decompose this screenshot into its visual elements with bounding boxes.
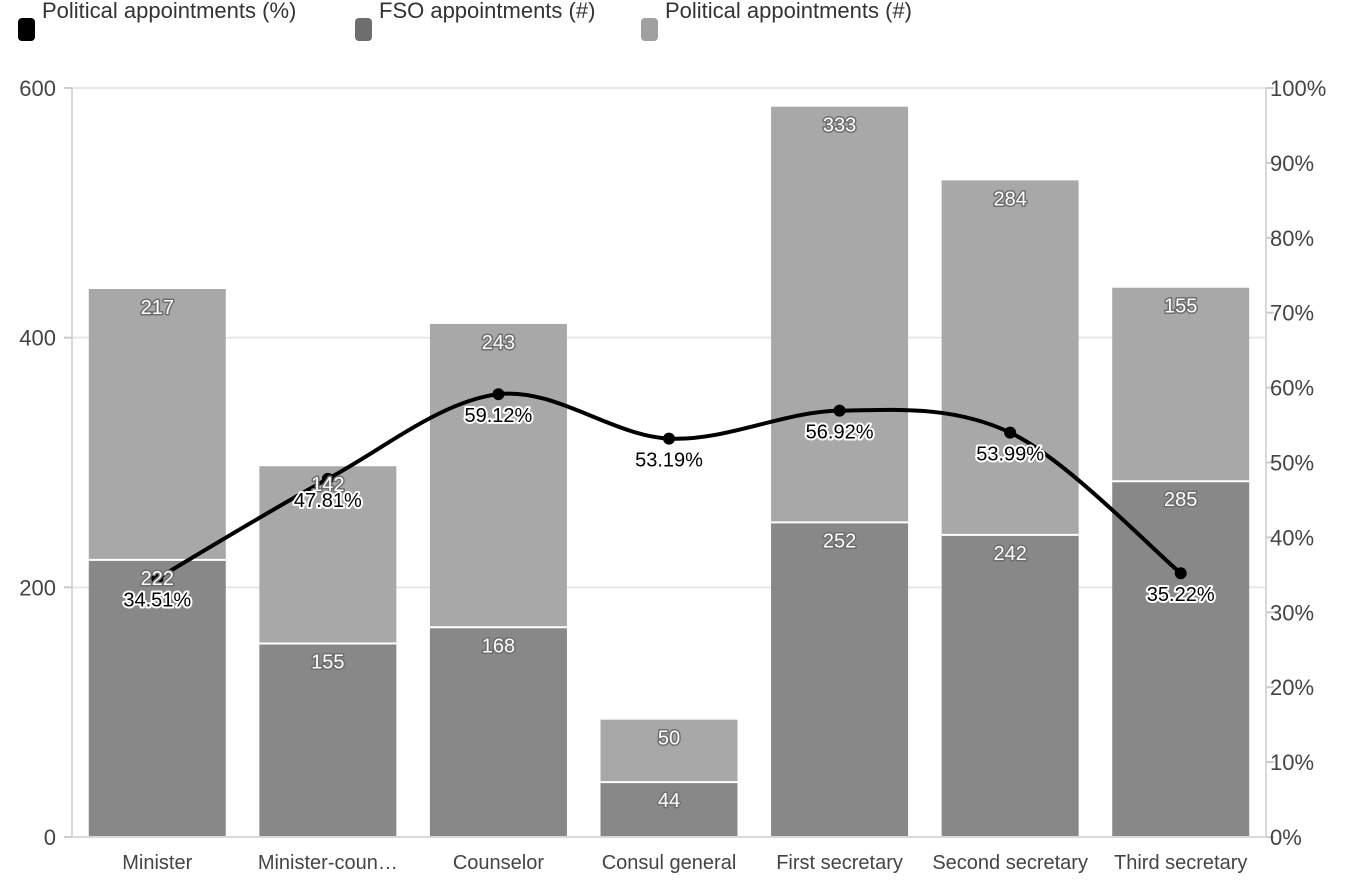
right-tick-label: 30% bbox=[1270, 600, 1314, 625]
bar-political[interactable] bbox=[429, 323, 567, 628]
line-point-label: 53.19% bbox=[635, 450, 703, 472]
bar-label-fso: 44 bbox=[658, 790, 680, 812]
line-point[interactable] bbox=[492, 388, 505, 401]
bar-political[interactable] bbox=[600, 719, 738, 783]
line-point-label: 53.99% bbox=[976, 444, 1044, 466]
bar-label-political: 217 bbox=[141, 297, 174, 319]
bar-label-political: 284 bbox=[993, 188, 1026, 210]
bar-label-fso: 285 bbox=[1164, 489, 1197, 511]
bar-fso[interactable] bbox=[600, 782, 738, 837]
bar-political[interactable] bbox=[771, 106, 909, 523]
legend-swatch[interactable] bbox=[18, 18, 35, 41]
bar-fso[interactable] bbox=[429, 627, 567, 837]
bar-label-fso: 168 bbox=[482, 635, 515, 657]
axes: 0 200 400 600 0% 10% 20% 30% 40% 50% 60% 70% 80% 90% 1… bbox=[19, 76, 1326, 874]
bar-series bbox=[88, 106, 1250, 837]
bar-label-fso: 155 bbox=[311, 652, 344, 674]
category-label: First secretary bbox=[776, 852, 903, 874]
bar-label-political: 155 bbox=[1164, 296, 1197, 318]
line-point[interactable] bbox=[1004, 426, 1017, 439]
legend-label[interactable]: FSO appointments (#) bbox=[379, 0, 595, 23]
bar-fso[interactable] bbox=[1112, 481, 1250, 837]
line-point-label: 56.92% bbox=[806, 422, 874, 444]
right-tick-label: 100% bbox=[1270, 76, 1326, 101]
right-tick-label: 50% bbox=[1270, 451, 1314, 476]
right-tick-label: 0% bbox=[1270, 825, 1302, 850]
bar-fso[interactable] bbox=[941, 534, 1079, 837]
right-tick-label: 60% bbox=[1270, 376, 1314, 401]
right-tick-label: 90% bbox=[1270, 151, 1314, 176]
bar-political[interactable] bbox=[88, 288, 226, 560]
line-point-label: 59.12% bbox=[465, 405, 533, 427]
line-point[interactable] bbox=[1174, 567, 1187, 580]
left-tick-label: 400 bbox=[19, 326, 56, 351]
right-tick-label: 10% bbox=[1270, 750, 1314, 775]
right-tick-label: 40% bbox=[1270, 525, 1314, 550]
bar-fso[interactable] bbox=[771, 522, 909, 837]
bar-fso[interactable] bbox=[259, 643, 397, 837]
right-tick-label: 80% bbox=[1270, 226, 1314, 251]
category-label: Minister-coun… bbox=[258, 852, 398, 874]
legend-label[interactable]: Political appointments (%) bbox=[42, 0, 296, 23]
right-tick-label: 70% bbox=[1270, 301, 1314, 326]
bar-label-fso: 252 bbox=[823, 530, 856, 552]
category-label: Consul general bbox=[602, 852, 737, 874]
bar-fso[interactable] bbox=[88, 559, 226, 837]
bar-political[interactable] bbox=[1112, 287, 1250, 482]
bar-political[interactable] bbox=[941, 180, 1079, 535]
category-label: Second secretary bbox=[932, 852, 1088, 874]
legend-swatch[interactable] bbox=[641, 18, 658, 41]
line-point-label: 34.51% bbox=[123, 590, 191, 612]
bar-label-political: 50 bbox=[658, 728, 680, 750]
line-point-label: 47.81% bbox=[294, 490, 362, 512]
category-label: Third secretary bbox=[1114, 852, 1247, 874]
right-tick-label: 20% bbox=[1270, 675, 1314, 700]
category-label: Counselor bbox=[453, 852, 545, 874]
legend-swatch[interactable] bbox=[355, 18, 372, 41]
data-labels: 222 217 155 142 168 243 44 50 252 333 242 284 285 155… bbox=[121, 113, 1216, 813]
bar-label-political: 243 bbox=[482, 332, 515, 354]
left-tick-label: 200 bbox=[19, 575, 56, 600]
bar-label-political: 333 bbox=[823, 115, 856, 137]
chart-legend: Political appointments (%) FSO appointmen… bbox=[18, 0, 912, 41]
line-point[interactable] bbox=[151, 572, 164, 585]
bar-label-fso: 242 bbox=[993, 543, 1026, 565]
legend-label[interactable]: Political appointments (#) bbox=[665, 0, 912, 23]
bar-political[interactable] bbox=[259, 466, 397, 644]
line-point[interactable] bbox=[663, 432, 675, 445]
left-tick-label: 0 bbox=[44, 825, 56, 850]
line-series bbox=[151, 388, 1187, 585]
bar-label-political: 142 bbox=[311, 474, 344, 496]
category-label: Minister bbox=[122, 852, 192, 874]
bar-label-fso: 222 bbox=[141, 568, 174, 590]
left-tick-label: 600 bbox=[19, 76, 56, 101]
line-point[interactable] bbox=[321, 472, 334, 485]
line-point[interactable] bbox=[833, 404, 846, 417]
line-point-label: 35.22% bbox=[1147, 584, 1215, 606]
